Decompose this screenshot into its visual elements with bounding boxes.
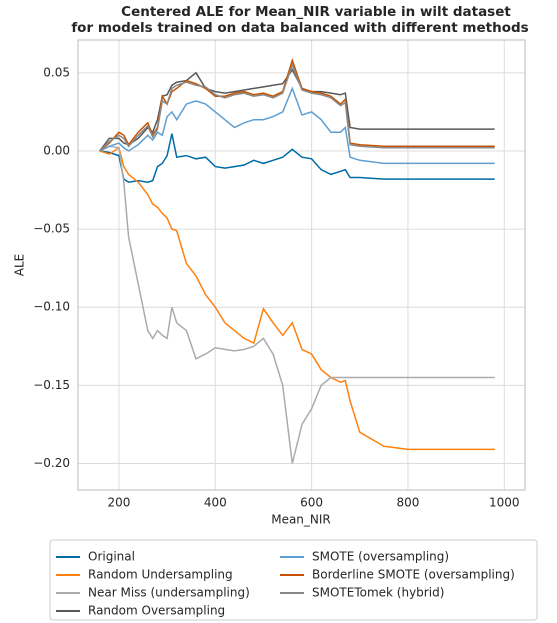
chart-title: for models trained on data balanced with… xyxy=(71,20,528,36)
legend-label: Borderline SMOTE (oversampling) xyxy=(312,568,515,582)
legend-label: SMOTE (oversampling) xyxy=(312,550,449,564)
legend-label: SMOTETomek (hybrid) xyxy=(312,586,444,600)
y-tick-label: −0.10 xyxy=(33,300,70,314)
legend-label: Near Miss (undersampling) xyxy=(88,586,250,600)
x-axis-label: Mean_NIR xyxy=(271,513,331,527)
series-line xyxy=(99,146,495,451)
y-tick-label: −0.15 xyxy=(33,378,70,392)
x-tick-label: 800 xyxy=(396,496,419,510)
legend-label: Random Oversampling xyxy=(88,604,225,618)
y-tick-label: 0.05 xyxy=(43,65,70,79)
series-line xyxy=(99,86,495,165)
legend-box xyxy=(49,539,538,621)
y-tick-label: −0.05 xyxy=(33,222,70,236)
series-line xyxy=(99,133,495,183)
x-tick-label: 200 xyxy=(107,496,130,510)
legend-label: Original xyxy=(88,550,135,564)
y-tick-label: −0.20 xyxy=(33,456,70,470)
x-tick-label: 400 xyxy=(204,496,227,510)
series-line xyxy=(99,57,495,152)
x-tick-label: 1000 xyxy=(489,496,520,510)
plot-frame xyxy=(77,39,526,491)
series-line xyxy=(99,68,495,152)
y-axis-label: ALE xyxy=(13,254,27,276)
x-tick-label: 600 xyxy=(300,496,323,510)
y-tick-label: 0.00 xyxy=(43,143,70,157)
legend-label: Random Undersampling xyxy=(88,568,233,582)
chart-title: Centered ALE for Mean_NIR variable in wi… xyxy=(121,4,511,20)
series-line xyxy=(99,145,495,464)
series-line xyxy=(99,62,495,152)
